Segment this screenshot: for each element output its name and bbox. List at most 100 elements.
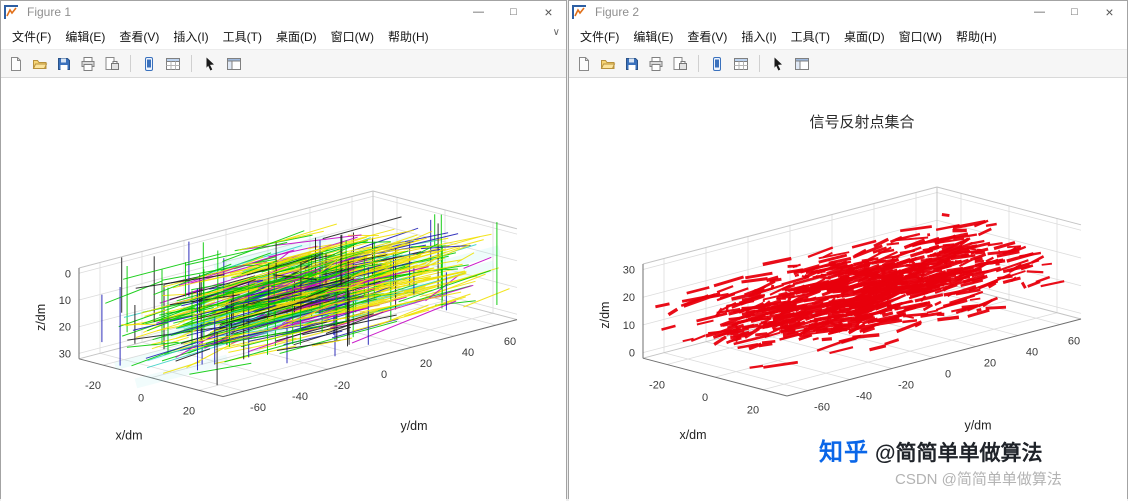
- property-editor-button[interactable]: [791, 53, 813, 75]
- menu-overflow-chevron-icon[interactable]: ∨: [553, 27, 560, 38]
- title-bar[interactable]: Figure 1 — □ ×: [1, 1, 566, 23]
- arrow-cursor-button[interactable]: [767, 53, 789, 75]
- new-figure-button[interactable]: [573, 53, 595, 75]
- svg-text:-20: -20: [85, 380, 101, 392]
- figure1-window: Figure 1 — □ × 文件(F)编辑(E)查看(V)插入(I)工具(T)…: [0, 0, 567, 499]
- minimize-button[interactable]: —: [461, 1, 496, 23]
- svg-text:0: 0: [138, 393, 144, 405]
- minimize-button[interactable]: —: [1022, 1, 1057, 23]
- svg-text:z/dm: z/dm: [598, 302, 612, 329]
- menu-item-1[interactable]: 文件(F): [5, 24, 58, 49]
- svg-text:-40: -40: [292, 391, 308, 403]
- svg-text:x/dm: x/dm: [115, 429, 142, 443]
- plot-browser-icon: [733, 56, 749, 72]
- svg-text:30: 30: [59, 348, 71, 360]
- menu-item-7[interactable]: 窗口(W): [324, 24, 381, 49]
- open-file-button[interactable]: [29, 53, 51, 75]
- menu-item-5[interactable]: 工具(T): [784, 24, 837, 49]
- matlab-figure-icon: [571, 4, 587, 20]
- svg-text:10: 10: [59, 295, 71, 307]
- close-button[interactable]: ×: [1092, 1, 1127, 23]
- svg-text:20: 20: [747, 405, 759, 417]
- svg-text:20: 20: [59, 322, 71, 334]
- open-file-icon: [32, 56, 48, 72]
- data-points: [102, 214, 510, 385]
- svg-text:-60: -60: [250, 402, 266, 414]
- close-button[interactable]: ×: [531, 1, 566, 23]
- menu-item-8[interactable]: 帮助(H): [381, 24, 436, 49]
- toolbar-separator: [759, 55, 760, 72]
- mobile-view-button[interactable]: [706, 53, 728, 75]
- svg-text:60: 60: [1068, 335, 1080, 347]
- save-icon: [56, 56, 72, 72]
- toolbar: [1, 50, 566, 78]
- svg-text:10: 10: [623, 320, 635, 332]
- open-file-button[interactable]: [597, 53, 619, 75]
- toolbar-separator: [698, 55, 699, 72]
- new-figure-icon: [576, 56, 592, 72]
- menu-item-6[interactable]: 桌面(D): [269, 24, 324, 49]
- print-button[interactable]: [77, 53, 99, 75]
- svg-text:-60: -60: [814, 401, 830, 413]
- plot-browser-button[interactable]: [730, 53, 752, 75]
- svg-text:-20: -20: [898, 379, 914, 391]
- save-icon: [624, 56, 640, 72]
- menu-item-3[interactable]: 查看(V): [112, 24, 166, 49]
- menu-item-8[interactable]: 帮助(H): [949, 24, 1004, 49]
- menu-item-4[interactable]: 插入(I): [166, 24, 215, 49]
- zhihu-handle: @简简单单做算法: [875, 442, 1042, 465]
- print-preview-button[interactable]: [101, 53, 123, 75]
- menu-bar: 文件(F)编辑(E)查看(V)插入(I)工具(T)桌面(D)窗口(W)帮助(H)…: [1, 23, 566, 50]
- svg-text:y/dm: y/dm: [400, 419, 427, 433]
- svg-text:0: 0: [381, 369, 387, 381]
- plot-title: 信号反射点集合: [809, 114, 914, 131]
- toolbar-separator: [130, 55, 131, 72]
- menu-item-1[interactable]: 文件(F): [573, 24, 626, 49]
- title-bar[interactable]: Figure 2 — □ ×: [569, 1, 1127, 23]
- property-editor-icon: [226, 56, 242, 72]
- property-editor-button[interactable]: [223, 53, 245, 75]
- print-button[interactable]: [645, 53, 667, 75]
- svg-text:0: 0: [702, 392, 708, 404]
- svg-text:30: 30: [623, 265, 635, 277]
- svg-text:-40: -40: [856, 390, 872, 402]
- print-preview-button[interactable]: [669, 53, 691, 75]
- svg-text:60: 60: [504, 336, 516, 348]
- arrow-cursor-icon: [770, 56, 786, 72]
- maximize-button[interactable]: □: [496, 1, 531, 23]
- svg-text:40: 40: [462, 347, 474, 359]
- save-button[interactable]: [53, 53, 75, 75]
- svg-text:0: 0: [65, 268, 71, 280]
- svg-text:20: 20: [420, 358, 432, 370]
- svg-text:信号反射点集合: 信号反射点集合: [809, 114, 914, 131]
- save-button[interactable]: [621, 53, 643, 75]
- mobile-view-button[interactable]: [138, 53, 160, 75]
- menu-item-2[interactable]: 编辑(E): [626, 24, 680, 49]
- menu-bar: 文件(F)编辑(E)查看(V)插入(I)工具(T)桌面(D)窗口(W)帮助(H): [569, 23, 1127, 50]
- print-preview-icon: [672, 56, 688, 72]
- menu-item-4[interactable]: 插入(I): [734, 24, 783, 49]
- property-editor-icon: [794, 56, 810, 72]
- print-icon: [648, 56, 664, 72]
- maximize-button[interactable]: □: [1057, 1, 1092, 23]
- toolbar-separator: [191, 55, 192, 72]
- menu-item-2[interactable]: 编辑(E): [58, 24, 112, 49]
- menu-item-6[interactable]: 桌面(D): [837, 24, 892, 49]
- svg-text:20: 20: [984, 357, 996, 369]
- print-icon: [80, 56, 96, 72]
- arrow-cursor-button[interactable]: [199, 53, 221, 75]
- toolbar: [569, 50, 1127, 78]
- svg-text:-20: -20: [649, 379, 665, 391]
- menu-item-5[interactable]: 工具(T): [216, 24, 269, 49]
- plot-browser-button[interactable]: [162, 53, 184, 75]
- svg-text:x/dm: x/dm: [679, 428, 706, 442]
- new-figure-icon: [8, 56, 24, 72]
- menu-item-7[interactable]: 窗口(W): [892, 24, 949, 49]
- menu-item-3[interactable]: 查看(V): [680, 24, 734, 49]
- window-controls: — □ ×: [461, 1, 566, 23]
- arrow-cursor-icon: [202, 56, 218, 72]
- new-figure-button[interactable]: [5, 53, 27, 75]
